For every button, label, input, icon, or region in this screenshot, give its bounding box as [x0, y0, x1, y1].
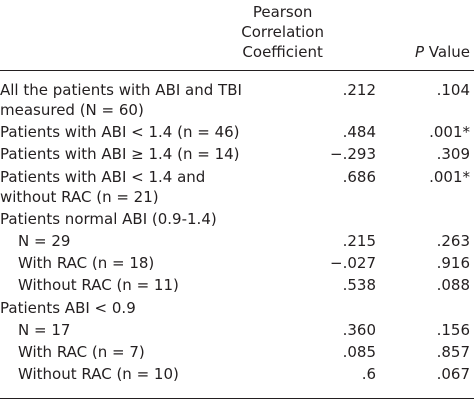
row-label: With RAC (n = 18) [18, 254, 155, 273]
row-label: without RAC (n = 21) [0, 187, 159, 206]
row-label: Patients with ABI < 1.4 (n = 46) [0, 123, 240, 142]
coefficient-cell: .360 [342, 320, 376, 339]
row-label: All the patients with ABI and TBI [0, 81, 242, 99]
header-line: Pearson [252, 3, 313, 21]
coefficient-cell: −.027 [330, 254, 376, 273]
row-label: Without RAC (n = 11) [18, 276, 179, 295]
coefficient-cell: −.293 [330, 145, 376, 164]
row-label: N = 17 [18, 320, 71, 339]
coefficient-cell: .6 [361, 365, 376, 384]
header-line: Coefficient [242, 43, 323, 61]
coefficient-cell: .686 [342, 167, 376, 186]
row-label: N = 29 [18, 232, 71, 250]
row-label: Patients normal ABI (0.9-1.4) [0, 209, 217, 228]
p-value-cell: .001* [429, 167, 470, 186]
p-value-cell: .263 [436, 232, 470, 250]
p-value-cell: .916 [436, 254, 470, 273]
coefficient-cell: .085 [342, 343, 376, 361]
header-cell: Pearson Correlation Coefficient [241, 2, 324, 62]
header-cell: P Value [415, 42, 470, 62]
coefficient-cell: .484 [342, 123, 376, 142]
header-text: Value [428, 43, 470, 61]
coefficient-cell: .538 [342, 276, 376, 295]
row-label: Patients with ABI < 1.4 and [0, 167, 206, 186]
header-italic: P [414, 43, 425, 61]
row-label: With RAC (n = 7) [18, 343, 145, 361]
row-label: Patients with ABI ≥ 1.4 (n = 14) [0, 145, 240, 164]
p-value-cell: .067 [436, 365, 470, 384]
coefficient-cell: .212 [342, 81, 376, 99]
p-value-cell: .088 [436, 276, 470, 295]
row-label: Patients ABI < 0.9 [0, 298, 136, 317]
p-value-cell: .309 [436, 145, 470, 164]
bottom-rule [0, 398, 474, 399]
header-line: Correlation [241, 23, 324, 41]
header-rule [0, 70, 474, 71]
p-value-cell: .001* [429, 123, 470, 142]
p-value-cell: .857 [436, 343, 470, 361]
row-label: Without RAC (n = 10) [18, 365, 179, 384]
row-label: measured (N = 60) [0, 101, 144, 119]
p-value-cell: .104 [436, 81, 470, 99]
p-value-cell: .156 [436, 320, 470, 339]
coefficient-cell: .215 [342, 232, 376, 250]
